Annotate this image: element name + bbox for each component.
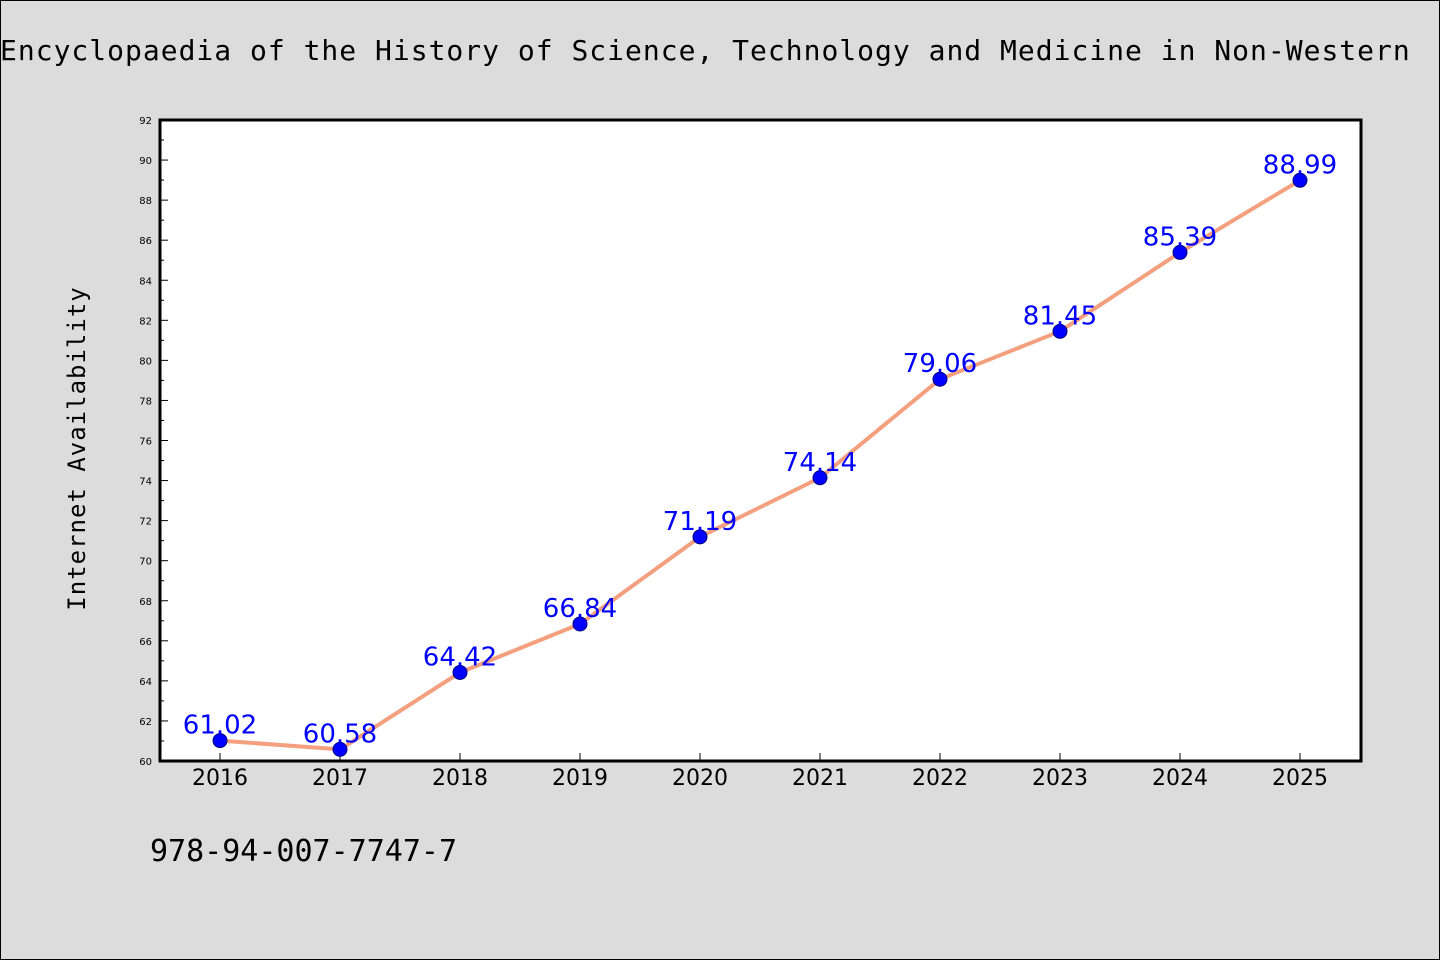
isbn-footer: 978-94-007-7747-7	[150, 834, 458, 869]
y-tick-label: 88	[139, 196, 152, 207]
data-label: 71.19	[663, 507, 737, 537]
data-point	[452, 664, 468, 680]
x-tick-label: 2019	[552, 766, 608, 791]
x-tick-label: 2021	[792, 766, 848, 791]
data-point	[1052, 323, 1068, 339]
y-tick-label: 66	[139, 637, 152, 648]
data-point	[1292, 172, 1308, 188]
x-tick-label: 2016	[192, 766, 248, 791]
data-point	[572, 616, 588, 632]
data-label: 85.39	[1143, 222, 1217, 252]
data-label: 64.42	[423, 642, 497, 672]
x-tick-label: 2020	[672, 766, 728, 791]
chart-title: Encyclopaedia of the History of Science,…	[0, 34, 1411, 67]
x-tick-label: 2022	[912, 766, 968, 791]
data-label: 88.99	[1263, 150, 1337, 180]
y-tick-label: 86	[139, 236, 152, 247]
y-tick-label: 60	[139, 757, 152, 768]
data-labels: 61.02 60.58 64.42 66.84 71.19 74.14 79.06 81.45…	[183, 150, 1337, 749]
y-tick-label: 82	[139, 316, 152, 327]
data-label: 81.45	[1023, 301, 1097, 331]
y-tick-label: 80	[139, 356, 152, 367]
data-label: 66.84	[543, 594, 617, 624]
y-tick-label: 78	[139, 396, 152, 407]
y-tick-label: 72	[139, 517, 152, 528]
y-axis-label: Internet Availability	[63, 286, 91, 610]
x-tick-label: 2025	[1272, 766, 1328, 791]
y-tick-label: 74	[139, 477, 152, 488]
y-tick-label: 92	[139, 116, 152, 127]
data-label: 74.14	[783, 448, 857, 478]
y-tick-label: 62	[139, 717, 152, 728]
data-point	[692, 529, 708, 545]
y-tick-label: 70	[139, 557, 152, 568]
x-axis: 2016 2017 2018 2019 2020 2021 2022 2023 2024 2025	[192, 753, 1328, 791]
y-tick-label: 84	[139, 276, 152, 287]
x-tick-label: 2023	[1032, 766, 1088, 791]
data-point	[1172, 244, 1188, 260]
x-tick-label: 2017	[312, 766, 368, 791]
data-point	[212, 733, 228, 749]
data-label: 60.58	[303, 719, 377, 749]
series-line	[218, 178, 1302, 752]
data-markers	[212, 172, 1308, 757]
x-tick-label: 2018	[432, 766, 488, 791]
y-axis: 60 62 64 66 68 70 72 74 76 78 80 82 84 86 88 90 92	[139, 116, 168, 768]
data-point	[812, 470, 828, 486]
data-label: 79.06	[903, 349, 977, 379]
y-tick-label: 64	[139, 677, 152, 688]
data-point	[932, 371, 948, 387]
data-point	[332, 741, 348, 757]
x-tick-label: 2024	[1152, 766, 1208, 791]
y-tick-label: 76	[139, 437, 152, 448]
y-tick-label: 90	[139, 156, 152, 167]
data-label: 61.02	[183, 711, 257, 741]
y-tick-label: 68	[139, 597, 152, 608]
plot-area	[158, 118, 1363, 763]
